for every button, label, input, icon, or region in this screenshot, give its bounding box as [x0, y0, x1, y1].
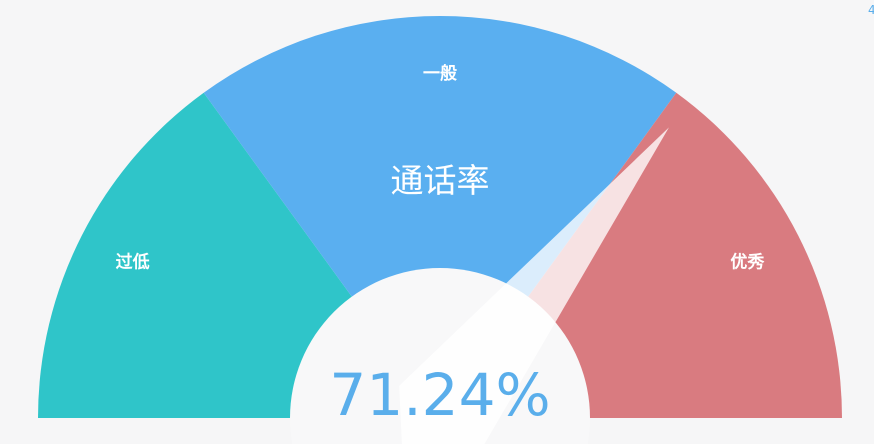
gauge-title: 通话率	[391, 161, 490, 200]
gauge-value: 71.24%	[329, 361, 550, 429]
corner-mark: 4	[868, 3, 874, 17]
gauge-band-label-0: 过低	[116, 251, 150, 272]
gauge-band-label-2: 优秀	[730, 251, 764, 272]
gauge-band-label-1: 一般	[423, 63, 457, 84]
gauge-needle	[399, 127, 669, 444]
gauge-band-1	[203, 16, 677, 418]
